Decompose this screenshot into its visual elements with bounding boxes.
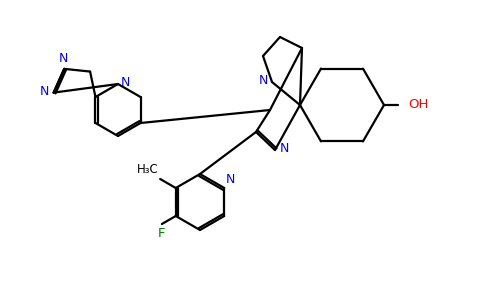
Text: OH: OH xyxy=(408,98,428,112)
Text: N: N xyxy=(258,74,268,88)
Text: N: N xyxy=(226,173,236,186)
Text: N: N xyxy=(280,142,289,155)
Text: H₃C: H₃C xyxy=(136,163,158,176)
Text: N: N xyxy=(59,52,68,65)
Text: N: N xyxy=(39,85,49,98)
Text: F: F xyxy=(158,227,166,240)
Text: N: N xyxy=(121,76,130,89)
